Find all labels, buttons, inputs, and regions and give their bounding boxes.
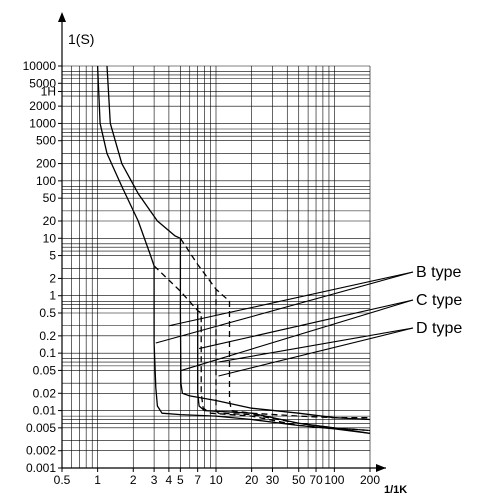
x-tick-label: 200 (360, 473, 380, 487)
y-tick-label: 20 (43, 214, 57, 228)
x-tick-label: 5 (177, 473, 184, 487)
y-tick-label: 2000 (29, 99, 56, 113)
y-tick-label: 0.5 (39, 306, 56, 320)
x-tick-label: 10 (209, 473, 223, 487)
axes (58, 12, 386, 472)
y-tick-label: 5 (49, 249, 56, 263)
y-tick-label: 1 (49, 289, 56, 303)
legend-leader-line (218, 327, 414, 363)
y-tick-label: 1H (41, 84, 56, 98)
y-tick-label: 0.002 (26, 444, 56, 458)
legend-leader-line (218, 327, 414, 377)
series-line (96, 65, 371, 435)
x-tick-label: 3 (151, 473, 158, 487)
y-tick-label: 0.001 (26, 461, 56, 475)
y-tick-label: 100 (36, 174, 56, 188)
y-tick-label: 10 (43, 231, 57, 245)
x-axis-label: 1/1K (384, 484, 407, 496)
y-axis-label: 1(S) (68, 31, 94, 47)
x-axis-arrow (376, 464, 386, 472)
y-tick-label: 0.01 (33, 404, 57, 418)
series-line (197, 304, 371, 435)
y-tick-label: 1000 (29, 116, 56, 130)
x-tick-label: 2 (130, 473, 137, 487)
y-tick-label: 5000 (29, 76, 56, 90)
x-tick-label: 4 (166, 473, 173, 487)
series-lines (96, 65, 371, 435)
y-tick-label: 2 (49, 271, 56, 285)
y-tick-label: 0.05 (33, 363, 57, 377)
x-tick-label: 20 (245, 473, 259, 487)
y-tick-label: 10000 (23, 59, 57, 73)
y-tick-label: 500 (36, 134, 56, 148)
legend: B type C type D type (155, 264, 462, 377)
x-tick-label: 7 (194, 473, 201, 487)
x-tick-labels: 0.5 1 2 3 4 5 7 10 20 30 50 70 100 200 (54, 468, 380, 487)
series-line-dashed (153, 265, 371, 432)
y-tick-label: 0.005 (26, 421, 56, 435)
series-line-dashed (179, 237, 370, 419)
x-tick-label: 0.5 (54, 473, 71, 487)
y-tick-label: 200 (36, 157, 56, 171)
x-tick-label: 30 (266, 473, 280, 487)
legend-label: C type (416, 292, 462, 309)
series-line-dashed (215, 289, 371, 432)
y-tick-label: 0.2 (39, 329, 56, 343)
x-tick-label: 70 (309, 473, 323, 487)
y-tick-label: 0.02 (33, 386, 57, 400)
x-tick-label: 50 (292, 473, 306, 487)
x-tick-label: 1 (94, 473, 101, 487)
x-tick-label: 100 (324, 473, 344, 487)
y-tick-label: 0.1 (39, 346, 56, 360)
series-line (106, 65, 371, 421)
legend-leader-line (155, 271, 414, 344)
legend-leader-line (181, 299, 414, 371)
legend-label: D type (416, 320, 462, 337)
legend-leader-line (198, 299, 414, 350)
y-axis-arrow (58, 12, 66, 22)
legend-label: B type (416, 264, 461, 281)
legend-leader-line (168, 271, 414, 327)
y-tick-label: 50 (43, 191, 57, 205)
